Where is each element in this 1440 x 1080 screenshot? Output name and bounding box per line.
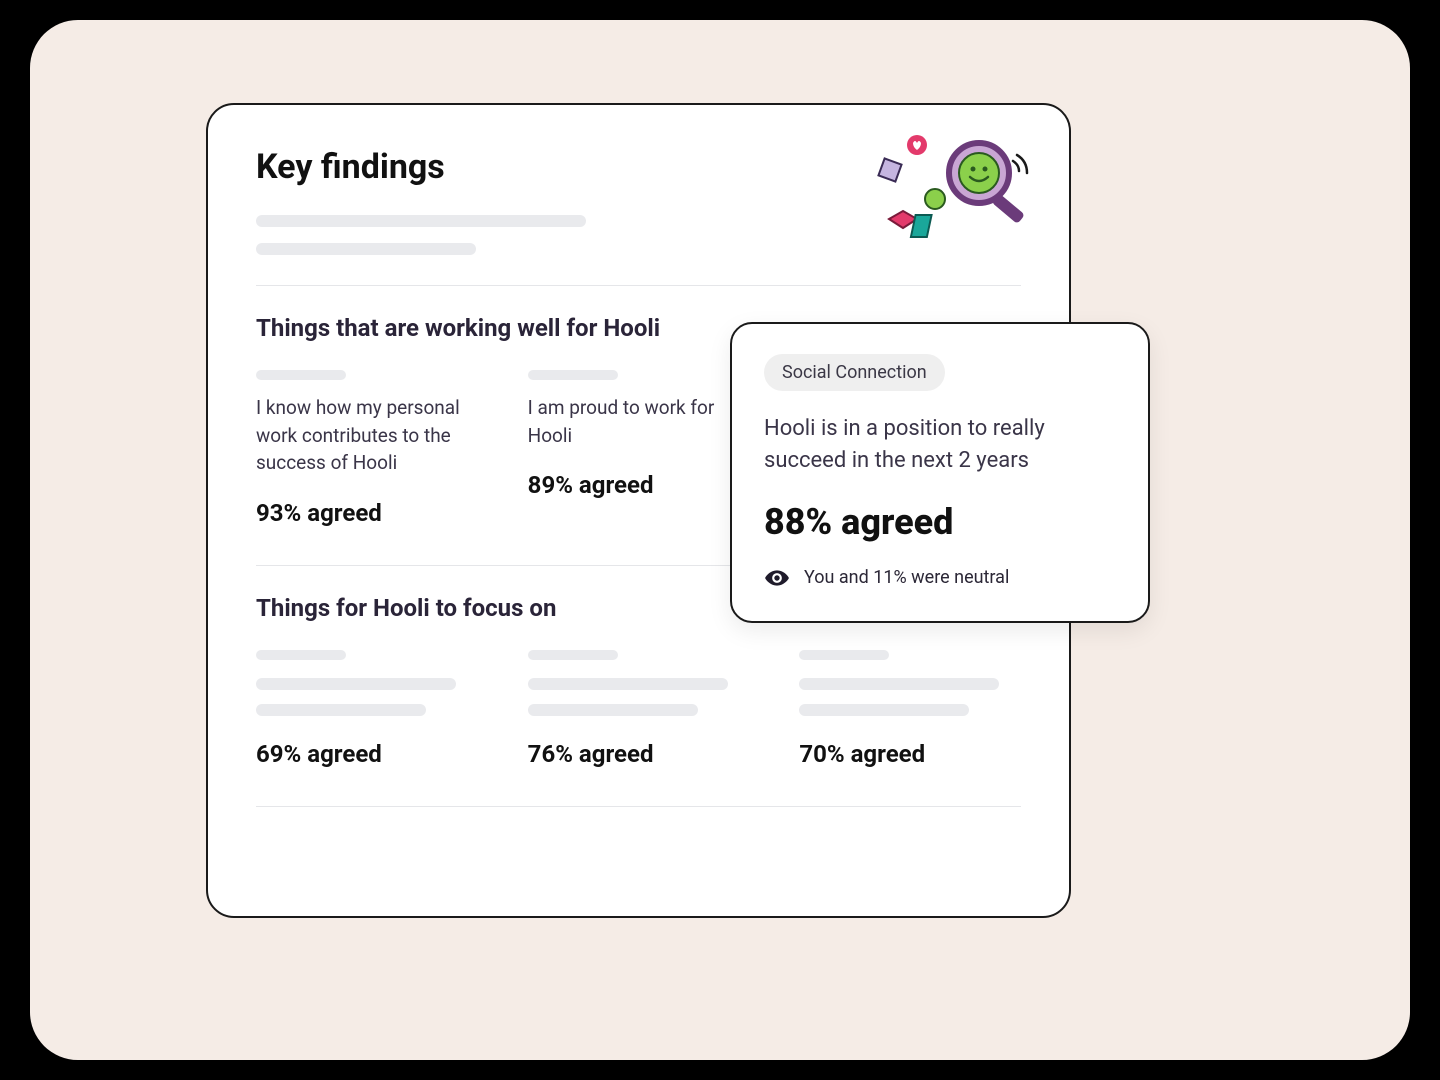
magnifier-illustration — [871, 133, 1031, 253]
category-badge[interactable]: Social Connection — [764, 354, 945, 391]
focus-on-row: 69% agreed 76% agreed 70% agreed — [256, 650, 1021, 768]
skeleton-pill — [256, 650, 346, 660]
page-canvas: Key findings — [30, 20, 1410, 1060]
skeleton-pill — [528, 370, 618, 380]
divider — [256, 285, 1021, 286]
skeleton-line — [799, 704, 969, 716]
skeleton-line — [799, 678, 999, 690]
divider — [256, 806, 1021, 807]
skeleton-pill — [256, 370, 346, 380]
finding-item: I am proud to work for Hooli 89% agreed — [528, 370, 750, 527]
finding-item: 70% agreed — [799, 650, 1021, 768]
finding-item: 76% agreed — [528, 650, 750, 768]
finding-agreed: 89% agreed — [528, 471, 750, 499]
finding-agreed: 76% agreed — [528, 740, 750, 768]
skeleton-line — [256, 704, 426, 716]
finding-item: 69% agreed — [256, 650, 478, 768]
skeleton-line — [256, 678, 456, 690]
popover-question: Hooli is in a position to really succeed… — [764, 413, 1116, 477]
finding-agreed: 69% agreed — [256, 740, 478, 768]
popover-agreed: 88% agreed — [764, 501, 1116, 543]
finding-agreed: 93% agreed — [256, 499, 478, 527]
finding-item: I know how my personal work contributes … — [256, 370, 478, 527]
skeleton-pill — [528, 650, 618, 660]
skeleton-line — [256, 243, 476, 255]
skeleton-line — [528, 704, 698, 716]
finding-question: I know how my personal work contributes … — [256, 394, 478, 477]
popover-neutral-row: You and 11% were neutral — [764, 565, 1116, 591]
finding-question: I am proud to work for Hooli — [528, 394, 750, 449]
finding-agreed: 70% agreed — [799, 740, 1021, 768]
eye-icon — [764, 565, 790, 591]
skeleton-pill — [799, 650, 889, 660]
finding-detail-popover: Social Connection Hooli is in a position… — [730, 322, 1150, 623]
skeleton-line — [528, 678, 728, 690]
skeleton-line — [256, 215, 586, 227]
popover-neutral-text: You and 11% were neutral — [804, 567, 1009, 588]
